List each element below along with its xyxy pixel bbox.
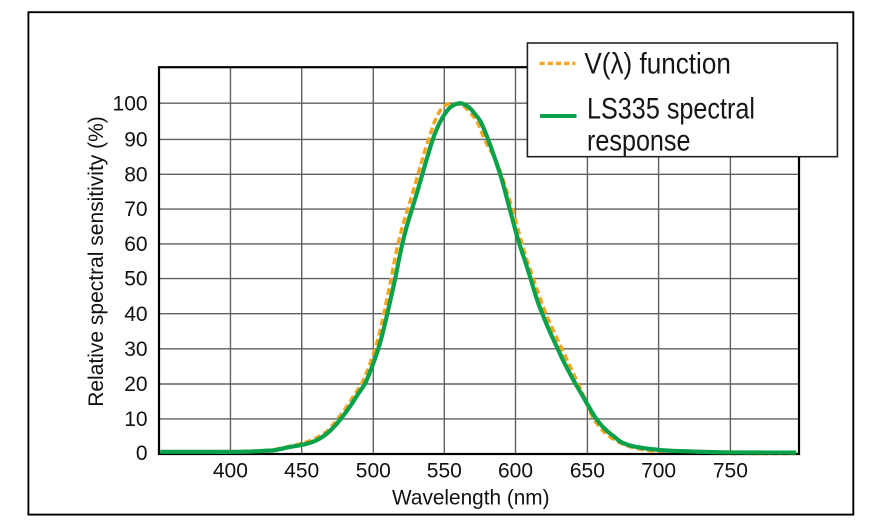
svg-text:400: 400 — [213, 460, 248, 483]
svg-text:LS335 spectral: LS335 spectral — [587, 93, 755, 126]
svg-text:response: response — [587, 124, 691, 157]
svg-text:500: 500 — [356, 460, 391, 483]
svg-text:30: 30 — [124, 338, 147, 361]
svg-text:550: 550 — [427, 460, 462, 483]
svg-text:100: 100 — [113, 92, 148, 115]
svg-text:450: 450 — [284, 460, 319, 483]
svg-text:10: 10 — [124, 408, 147, 431]
svg-text:60: 60 — [124, 233, 147, 256]
svg-text:40: 40 — [124, 303, 147, 326]
svg-text:700: 700 — [641, 460, 676, 483]
svg-text:80: 80 — [124, 163, 147, 186]
svg-text:70: 70 — [124, 198, 147, 221]
svg-text:0: 0 — [136, 442, 148, 465]
svg-text:Wavelength (nm): Wavelength (nm) — [392, 487, 550, 510]
svg-text:V(λ) function: V(λ) function — [584, 47, 731, 80]
svg-text:Relative spectral sensitivity: Relative spectral sensitivity (%) — [85, 116, 108, 407]
svg-text:750: 750 — [713, 460, 748, 483]
svg-text:50: 50 — [124, 268, 147, 291]
svg-text:650: 650 — [570, 460, 605, 483]
svg-text:20: 20 — [124, 373, 147, 396]
svg-text:90: 90 — [124, 129, 147, 152]
svg-text:600: 600 — [498, 460, 533, 483]
